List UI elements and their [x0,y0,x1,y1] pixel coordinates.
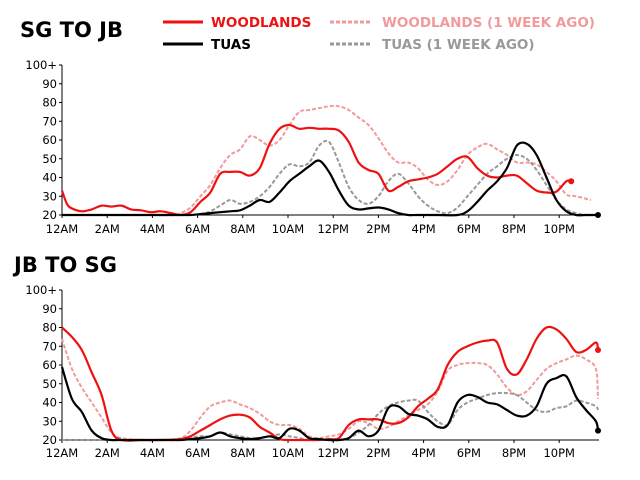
series-line-jb-to-sg-woodlands [61,325,600,442]
x-tick-label: 2AM [95,446,120,460]
y-tick-label: 70 [42,339,57,353]
series-line-jb-to-sg-tuas-1-week-ago [62,391,599,442]
series-endpoint [595,212,601,218]
series-line-jb-to-sg-tuas [60,366,600,442]
x-tick-label: 4PM [412,446,436,460]
series-endpoint [568,178,575,185]
y-tick-label: 40 [42,171,57,185]
y-tick-label: 70 [42,114,57,128]
x-tick-label: 12PM [317,222,349,236]
x-tick-label: 2PM [366,446,390,460]
x-tick-label: 10AM [272,446,304,460]
y-tick-label: 30 [42,189,57,203]
x-tick-label: 6AM [185,446,210,460]
x-tick-label: 12AM [46,222,78,236]
x-tick-label: 12PM [317,446,349,460]
series-endpoint [595,427,601,434]
chart-title-sg-to-jb: SG TO JB [20,18,123,42]
legend-label-woodlands-1-week-ago: WOODLANDS (1 WEEK AGO) [382,15,595,31]
legend-label-woodlands: WOODLANDS [211,15,311,31]
y-tick-label: 90 [42,77,57,91]
x-tick-label: 8AM [230,446,255,460]
legend-label-tuas: TUAS [211,37,251,53]
x-tick-label: 12AM [46,446,78,460]
x-tick-label: 10AM [272,222,304,236]
y-tick-label: 100+ [25,283,57,297]
x-tick-label: 8PM [502,446,526,460]
x-tick-label: 8AM [230,222,255,236]
y-tick-label: 20 [42,208,57,222]
legend: WOODLANDS TUAS WOODLANDS (1 WEEK AGO) TUAS … [163,15,595,53]
y-tick-label: 90 [42,302,57,316]
y-tick-label: 60 [42,358,57,372]
series-line-jb-to-sg-woodlands-1-week-ago [61,338,599,442]
x-tick-label: 4AM [140,222,165,236]
series-endpoint [595,347,601,353]
x-tick-label: 6AM [185,222,210,236]
y-tick-label: 80 [42,96,57,110]
series-line-sg-to-jb-woodlands [60,123,572,217]
y-tick-label: 30 [42,414,57,428]
series-line-sg-to-jb-tuas [62,141,598,217]
y-tick-label: 50 [42,377,57,391]
series-line-sg-to-jb-tuas-1-week-ago [62,139,598,217]
y-tick-label: 100+ [25,58,57,72]
x-tick-label: 4PM [412,222,436,236]
x-tick-label: 4AM [140,446,165,460]
y-tick-label: 60 [42,133,57,147]
x-tick-label: 8PM [502,222,526,236]
y-tick-label: 80 [42,321,57,335]
chart-sg-to-jb: SG TO JB 20 30 40 50 60 70 80 90 100+ 12AM 2AM 4AM 6… [20,18,601,236]
x-tick-label: 10PM [543,446,575,460]
legend-label-tuas-1-week-ago: TUAS (1 WEEK AGO) [382,37,535,53]
chart-title-jb-to-sg: JB TO SG [12,253,117,277]
x-tick-label: 10PM [543,222,575,236]
x-tick-label: 6PM [457,446,481,460]
x-tick-label: 2PM [366,222,390,236]
chart-jb-to-sg: JB TO SG 20 30 40 50 60 70 80 90 100+ 12AM 2AM 4AM 6… [12,253,601,460]
y-tick-label: 20 [42,433,57,447]
y-tick-label: 40 [42,396,57,410]
x-tick-label: 6PM [457,222,481,236]
y-tick-label: 50 [42,152,57,166]
x-tick-label: 2AM [95,222,120,236]
series-line-sg-to-jb-woodlands-1-week-ago [62,104,592,217]
